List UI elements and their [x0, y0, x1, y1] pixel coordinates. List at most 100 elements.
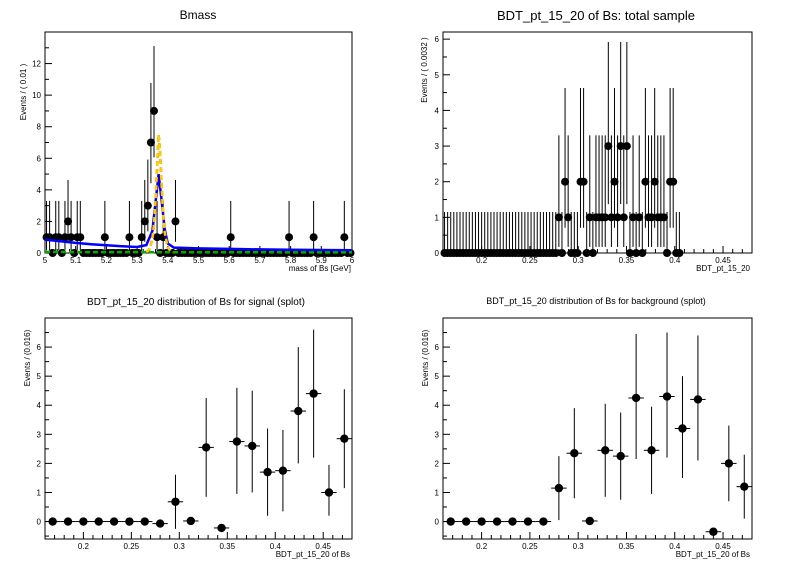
data-point [492, 517, 502, 526]
data-point [340, 233, 349, 242]
panel-bmass: Bmass Events / ( 0.01 ) mass of Bs [GeV]… [19, 8, 355, 273]
data-point [724, 459, 734, 468]
y-axis-label: Events / ( 0.0032 ) [420, 37, 429, 103]
y-tick-label: 1 [37, 488, 42, 497]
data-point [340, 434, 349, 443]
y-tick-label: 10 [32, 91, 41, 100]
data-point [232, 437, 242, 446]
data-point [278, 466, 288, 475]
y-tick-label: 2 [37, 217, 42, 226]
data-point [63, 517, 73, 526]
y-tick-label: 5 [37, 372, 42, 381]
data-point [585, 213, 594, 222]
x-tick-label: 5.2 [101, 256, 113, 265]
data-point [285, 233, 294, 242]
y-tick-label: 0 [435, 249, 440, 258]
data-point [632, 249, 641, 257]
x-tick-label: 0.25 [522, 256, 538, 265]
data-point [629, 213, 638, 222]
data-point [616, 142, 625, 151]
y-tick-label: 5 [435, 372, 440, 381]
y-tick-label: 0 [435, 518, 440, 527]
data-point [662, 392, 672, 401]
data-point [60, 233, 69, 242]
data-point [309, 389, 318, 398]
data-point [709, 527, 718, 536]
data-point [601, 446, 610, 455]
y-axis-label: Events / (0.016) [421, 329, 430, 386]
x-axis-label: BDT_pt_15_20 of Bs [676, 550, 750, 559]
data-point [616, 451, 625, 461]
data-point [650, 177, 659, 186]
panel-total-sample: BDT_pt_15_20 of Bs: total sample Events … [420, 8, 753, 273]
x-tick-label: 5.4 [162, 256, 174, 265]
data-point [186, 516, 196, 526]
data-point [601, 213, 610, 222]
data-point [217, 523, 226, 533]
data-point [153, 233, 162, 242]
y-tick-label: 3 [435, 142, 440, 151]
data-point [659, 213, 668, 222]
data-point [585, 516, 594, 526]
y-tick-label: 6 [37, 343, 42, 352]
data-point [137, 233, 146, 242]
y-tick-label: 6 [435, 343, 440, 352]
y-tick-label: 2 [37, 459, 42, 468]
x-axis-label: BDT_pt_15_20 [696, 264, 750, 273]
chart-title: BDT_pt_15_20 distribution of Bs for back… [486, 296, 706, 306]
y-tick-label: 5 [435, 71, 440, 80]
data-point [539, 517, 548, 526]
y-tick-label: 0 [37, 249, 42, 258]
x-tick-label: 0.3 [174, 542, 186, 551]
data-point [523, 517, 533, 526]
x-tick-label: 0.3 [573, 542, 585, 551]
x-tick-label: 5.5 [193, 256, 205, 265]
data-point [309, 233, 318, 242]
x-tick-label: 5 [43, 256, 48, 265]
data-point [647, 446, 656, 455]
y-tick-label: 0 [37, 518, 42, 527]
data-point [675, 249, 684, 257]
x-tick-label: 0.4 [270, 542, 282, 551]
data-point [508, 517, 517, 526]
data-point [635, 213, 644, 222]
data-point [625, 249, 634, 257]
x-axis-label: mass of Bs [GeV] [289, 264, 351, 273]
data-point [554, 483, 564, 493]
data-point [570, 449, 579, 458]
x-tick-label: 5.1 [70, 256, 82, 265]
data-point [54, 233, 63, 242]
data-point [663, 249, 672, 257]
x-tick-label: 0.25 [522, 542, 538, 551]
y-tick-label: 1 [435, 488, 440, 497]
data-point [693, 395, 703, 404]
data-point [631, 393, 641, 403]
x-tick-label: 0.2 [476, 256, 488, 265]
plot-area-signal-splot: 0 1 2 3 4 5 6 0.2 0.25 0.3 0.35 0.4 0.45 [37, 317, 353, 551]
y-tick-label: 3 [37, 430, 42, 439]
x-tick-label: 0.35 [219, 542, 235, 551]
data-point [477, 517, 486, 526]
x-tick-label: 5.6 [224, 256, 236, 265]
x-tick-label: 6 [350, 256, 355, 265]
x-tick-label: 5.8 [285, 256, 297, 265]
data-point [125, 517, 134, 526]
data-point [146, 138, 155, 147]
data-point [622, 142, 631, 151]
data-point [557, 249, 566, 257]
chart-title: BDT_pt_15_20 distribution of Bs for sign… [87, 297, 305, 308]
fit-curve [45, 250, 352, 254]
data-point [76, 233, 85, 242]
data-point [678, 424, 687, 433]
y-tick-label: 12 [32, 60, 41, 69]
y-tick-label: 2 [435, 178, 440, 187]
data-point [647, 213, 656, 222]
data-point [561, 177, 570, 186]
data-point [573, 249, 582, 257]
x-tick-label: 0.45 [315, 542, 331, 551]
data-point [740, 482, 749, 491]
y-tick-label: 8 [37, 123, 42, 132]
data-point [109, 517, 119, 526]
data-point [619, 213, 628, 222]
